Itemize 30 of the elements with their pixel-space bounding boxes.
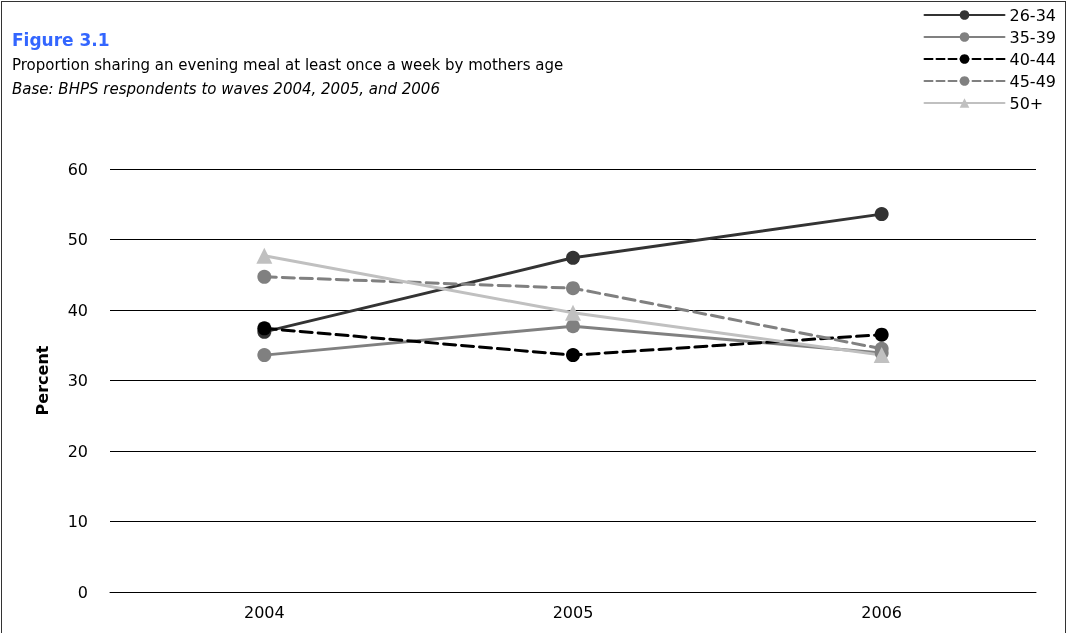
y-tick-label: 40: [67, 300, 88, 320]
legend-label: 26-34: [1009, 5, 1057, 25]
legend-label: 40-44: [1009, 49, 1057, 69]
legend-label: 50+: [1009, 93, 1044, 113]
x-tick-label: 2006: [861, 602, 903, 622]
text: Base: BHPS respondents to waves 2004, 2005, and 2006: [12, 80, 440, 98]
x-tick-label: 2004: [243, 602, 285, 622]
x-tick-label: 2005: [552, 602, 594, 622]
point: [566, 281, 580, 296]
y-tick-label: 20: [67, 441, 88, 461]
point: [566, 250, 580, 265]
chart-title: Figure 3.1: [12, 30, 110, 50]
y-tick-label: 10: [67, 512, 88, 531]
point: [256, 247, 273, 264]
point: [874, 207, 889, 222]
y-tick-label: 50: [67, 230, 88, 249]
chart-subtitle: Proportion sharing an evening meal at least once a week by mothers age: [12, 56, 564, 74]
legend-label: 35-39: [1009, 27, 1057, 47]
y-axis-title: Percent: [32, 345, 52, 416]
point: [874, 327, 889, 342]
y-tick-label: 30: [67, 371, 88, 390]
point: [565, 304, 581, 321]
point: [257, 269, 272, 284]
point: [257, 348, 272, 363]
point: [566, 319, 580, 334]
point: [873, 347, 890, 364]
y-tick-label: 60: [67, 159, 88, 179]
point: [566, 348, 580, 363]
y-tick-label: 0: [77, 582, 88, 602]
legend-label: 45-49: [1009, 71, 1057, 91]
